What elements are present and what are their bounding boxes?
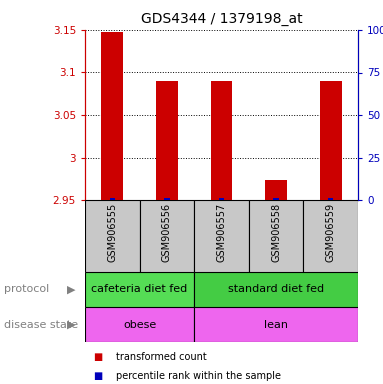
Text: GSM906556: GSM906556 bbox=[162, 203, 172, 262]
Bar bbox=[265, 180, 287, 200]
Bar bbox=[85, 200, 139, 272]
Text: percentile rank within the sample: percentile rank within the sample bbox=[116, 371, 281, 381]
Bar bbox=[320, 81, 342, 200]
Bar bbox=[328, 198, 334, 200]
Text: GSM906557: GSM906557 bbox=[216, 203, 226, 262]
Bar bbox=[156, 81, 178, 200]
Text: ■: ■ bbox=[93, 371, 102, 381]
Bar bbox=[85, 307, 194, 342]
Text: lean: lean bbox=[264, 319, 288, 329]
Bar bbox=[249, 200, 303, 272]
Text: protocol: protocol bbox=[4, 285, 49, 295]
Bar bbox=[85, 272, 194, 307]
Text: ■: ■ bbox=[93, 352, 102, 362]
Bar bbox=[101, 32, 123, 200]
Text: ▶: ▶ bbox=[67, 285, 76, 295]
Bar bbox=[139, 200, 194, 272]
Text: ▶: ▶ bbox=[67, 319, 76, 329]
Bar bbox=[194, 272, 358, 307]
Bar bbox=[110, 198, 115, 200]
Text: obese: obese bbox=[123, 319, 156, 329]
Title: GDS4344 / 1379198_at: GDS4344 / 1379198_at bbox=[141, 12, 302, 26]
Text: transformed count: transformed count bbox=[116, 352, 206, 362]
Bar bbox=[194, 307, 358, 342]
Text: GSM906559: GSM906559 bbox=[326, 203, 336, 262]
Text: standard diet fed: standard diet fed bbox=[228, 285, 324, 295]
Text: GSM906555: GSM906555 bbox=[107, 203, 117, 262]
Bar bbox=[211, 81, 232, 200]
Bar bbox=[303, 200, 358, 272]
Bar bbox=[273, 198, 279, 200]
Bar bbox=[219, 198, 224, 200]
Text: disease state: disease state bbox=[4, 319, 78, 329]
Text: cafeteria diet fed: cafeteria diet fed bbox=[92, 285, 188, 295]
Bar bbox=[164, 198, 170, 200]
Text: GSM906558: GSM906558 bbox=[271, 203, 281, 262]
Bar bbox=[194, 200, 249, 272]
